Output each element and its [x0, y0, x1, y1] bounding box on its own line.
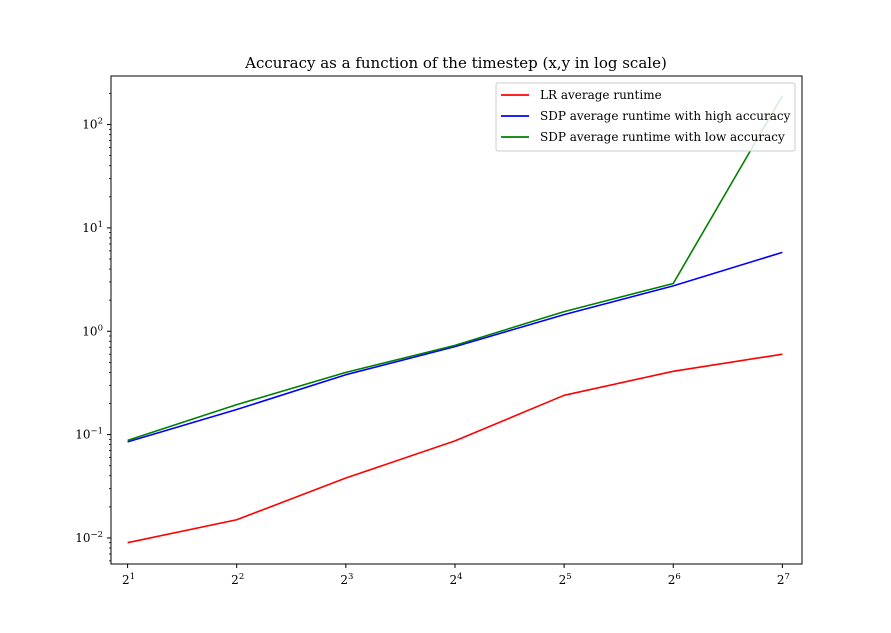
- x-tick-label-base: 2: [559, 573, 567, 587]
- legend-label: SDP average runtime with high accuracy: [540, 109, 791, 123]
- series-line-1: [127, 353, 783, 544]
- x-axis: 21 22 23 24 25 26 27: [122, 564, 790, 587]
- x-tick-label-base: 2: [122, 573, 130, 587]
- y-tick-label-base: 10: [82, 221, 97, 235]
- x-tick-label: 27: [777, 572, 790, 587]
- x-tick-label: 24: [449, 572, 462, 587]
- y-tick-label: 10−1: [75, 427, 103, 442]
- plot-area-frame: [110, 75, 803, 565]
- series-line-2: [127, 251, 783, 443]
- y-tick-label-base: 10: [75, 428, 90, 442]
- legend: LR average runtime SDP average runtime wi…: [495, 82, 796, 152]
- series-line-3: [127, 95, 784, 442]
- legend-label: LR average runtime: [540, 88, 662, 102]
- x-tick-label-exponent: 4: [457, 572, 462, 582]
- y-tick-label: 10−2: [75, 530, 103, 545]
- x-tick-label: 23: [340, 572, 353, 587]
- x-tick-label-exponent: 3: [348, 572, 353, 582]
- plot-lines: [127, 95, 784, 544]
- legend-box: [495, 82, 796, 152]
- x-tick-label-exponent: 7: [784, 572, 789, 582]
- x-tick-label-exponent: 6: [675, 572, 680, 582]
- y-tick-label: 100: [82, 323, 103, 338]
- y-tick-label: 101: [82, 220, 103, 235]
- x-tick-label-base: 2: [231, 573, 239, 587]
- x-tick-label-base: 2: [340, 573, 348, 587]
- x-tick-label: 25: [559, 572, 572, 587]
- x-tick-label-exponent: 5: [566, 572, 571, 582]
- chart-title: Accuracy as a function of the timestep (…: [244, 54, 667, 72]
- x-tick-label-base: 2: [449, 573, 457, 587]
- y-tick-label-exponent: −1: [90, 427, 103, 437]
- x-tick-label: 26: [668, 572, 681, 587]
- x-tick-label-base: 2: [668, 573, 676, 587]
- x-tick-label-exponent: 1: [130, 572, 135, 582]
- x-tick-label-base: 2: [777, 573, 785, 587]
- y-tick-label-exponent: 0: [98, 323, 103, 333]
- y-tick-label-base: 10: [82, 324, 97, 338]
- y-tick-label: 102: [82, 117, 103, 132]
- y-tick-label-exponent: 2: [98, 117, 103, 127]
- y-tick-label-exponent: −2: [90, 530, 103, 540]
- legend-label: SDP average runtime with low accuracy: [540, 130, 785, 144]
- y-tick-label-base: 10: [75, 531, 90, 545]
- x-tick-label: 21: [122, 572, 135, 587]
- x-tick-label-exponent: 2: [239, 572, 244, 582]
- y-tick-label-exponent: 1: [98, 220, 103, 230]
- y-tick-label-base: 10: [82, 118, 97, 132]
- x-tick-label: 22: [231, 572, 244, 587]
